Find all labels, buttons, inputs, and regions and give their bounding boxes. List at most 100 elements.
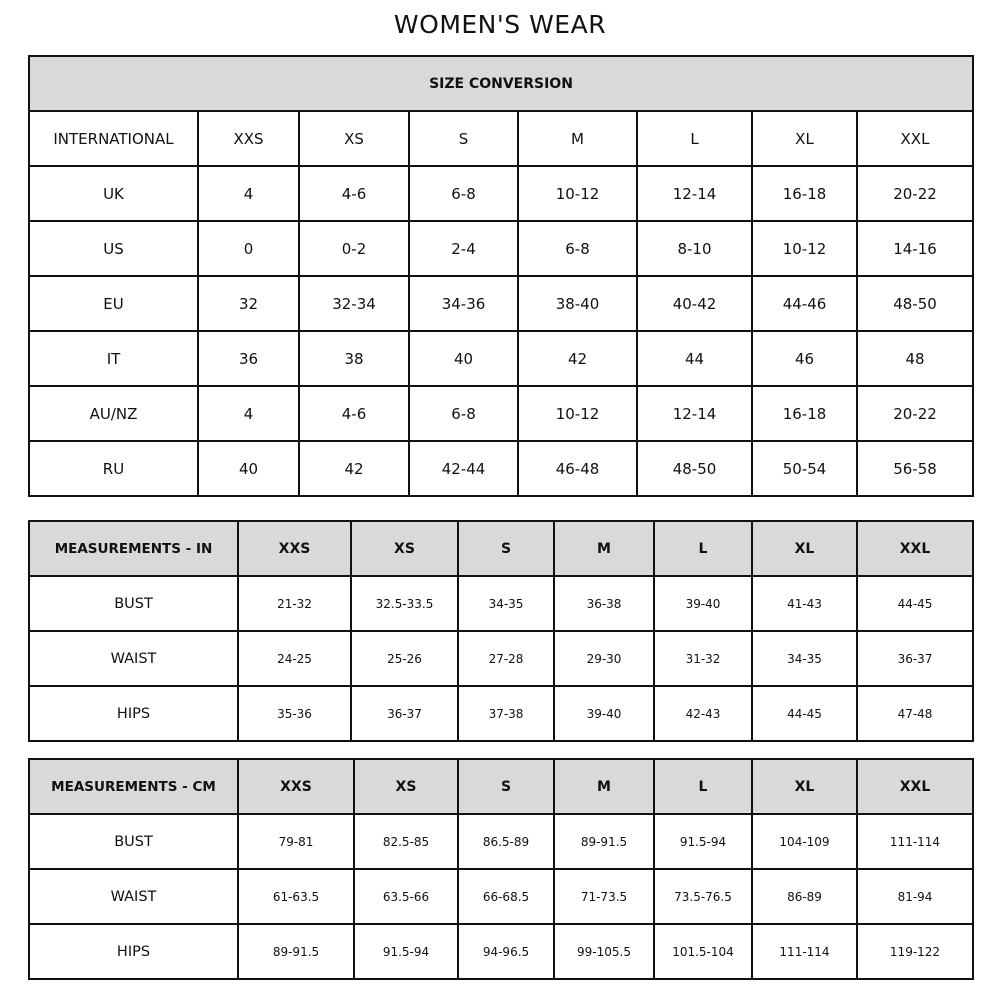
table-cell: 48-50 [636, 440, 753, 497]
table-cell: 4 [197, 385, 300, 442]
table-row: US 0 0-2 2-4 6-8 8-10 10-12 14-16 [28, 220, 974, 277]
header-cell: XS [350, 520, 459, 577]
header-cell: M [553, 520, 655, 577]
table-cell: 4-6 [298, 165, 410, 222]
table-cell: 40 [197, 440, 300, 497]
table-cell: 10-12 [751, 220, 858, 277]
row-label: WAIST [28, 868, 239, 925]
table-cell: 50-54 [751, 440, 858, 497]
table-cell: 4 [197, 165, 300, 222]
table-cell: 56-58 [856, 440, 974, 497]
table-cell: 6-8 [408, 385, 519, 442]
table-cell: 89-91.5 [237, 923, 355, 980]
table-row: IT 36 38 40 42 44 46 48 [28, 330, 974, 387]
table-cell: 46-48 [517, 440, 638, 497]
table-cell: 73.5-76.5 [653, 868, 753, 925]
table-cell: 29-30 [553, 630, 655, 687]
table-cell: 20-22 [856, 385, 974, 442]
row-label: WAIST [28, 630, 239, 687]
header-row: INTERNATIONAL XXS XS S M L XL XXL [28, 110, 974, 167]
header-cell: MEASUREMENTS - IN [28, 520, 239, 577]
table-cell: 119-122 [856, 923, 974, 980]
table-cell: 99-105.5 [553, 923, 655, 980]
row-label: HIPS [28, 923, 239, 980]
table-cell: 36-37 [856, 630, 974, 687]
header-cell: XXS [237, 758, 355, 815]
table-cell: 39-40 [553, 685, 655, 742]
table-cell: 10-12 [517, 165, 638, 222]
measurements-cm-table: MEASUREMENTS - CM XXS XS S M L XL XXL BUST 79-81 8… [28, 758, 974, 980]
table-row: WAIST 61-63.5 63.5-66 66-68.5 71-73.5 73.5-76… [28, 868, 974, 925]
table-cell: 31-32 [653, 630, 753, 687]
table-cell: 82.5-85 [353, 813, 459, 870]
table-cell: 35-36 [237, 685, 352, 742]
table-cell: 21-32 [237, 575, 352, 632]
table-cell: 20-22 [856, 165, 974, 222]
row-label: IT [28, 330, 199, 387]
table-cell: 91.5-94 [353, 923, 459, 980]
row-label: BUST [28, 813, 239, 870]
table-cell: 44-46 [751, 275, 858, 332]
header-cell: L [653, 758, 753, 815]
table-row: UK 4 4-6 6-8 10-12 12-14 16-18 20-22 [28, 165, 974, 222]
table-cell: 91.5-94 [653, 813, 753, 870]
table-cell: 25-26 [350, 630, 459, 687]
header-row: MEASUREMENTS - IN XXS XS S M L XL XXL [28, 520, 974, 577]
header-cell: MEASUREMENTS - CM [28, 758, 239, 815]
header-cell: XXL [856, 520, 974, 577]
table-cell: 42-43 [653, 685, 753, 742]
table-cell: 44-45 [856, 575, 974, 632]
header-cell: XS [298, 110, 410, 167]
table-row: BUST 79-81 82.5-85 86.5-89 89-91.5 91.5-94 104… [28, 813, 974, 870]
table-cell: 36-38 [553, 575, 655, 632]
header-cell: INTERNATIONAL [28, 110, 199, 167]
table-cell: 27-28 [457, 630, 555, 687]
table-cell: 86-89 [751, 868, 858, 925]
table-cell: 12-14 [636, 165, 753, 222]
table-cell: 32-34 [298, 275, 410, 332]
table-cell: 4-6 [298, 385, 410, 442]
table-cell: 32.5-33.5 [350, 575, 459, 632]
table-cell: 10-12 [517, 385, 638, 442]
header-cell: M [553, 758, 655, 815]
table-cell: 0 [197, 220, 300, 277]
row-label: US [28, 220, 199, 277]
table-cell: 111-114 [856, 813, 974, 870]
table-cell: 40 [408, 330, 519, 387]
table-cell: 37-38 [457, 685, 555, 742]
table-cell: 46 [751, 330, 858, 387]
row-label: RU [28, 440, 199, 497]
table-cell: 16-18 [751, 165, 858, 222]
header-cell: L [653, 520, 753, 577]
table-cell: 61-63.5 [237, 868, 355, 925]
header-cell: XXL [856, 110, 974, 167]
table-cell: 44 [636, 330, 753, 387]
header-cell: XXL [856, 758, 974, 815]
row-label: UK [28, 165, 199, 222]
header-cell: XXS [197, 110, 300, 167]
table-cell: 47-48 [856, 685, 974, 742]
table-cell: 94-96.5 [457, 923, 555, 980]
table-cell: 41-43 [751, 575, 858, 632]
table-cell: 101.5-104 [653, 923, 753, 980]
table-cell: 6-8 [408, 165, 519, 222]
header-row: MEASUREMENTS - CM XXS XS S M L XL XXL [28, 758, 974, 815]
table-row: HIPS 35-36 36-37 37-38 39-40 42-43 44-45 47-48 [28, 685, 974, 742]
table-cell: 0-2 [298, 220, 410, 277]
table-row: WAIST 24-25 25-26 27-28 29-30 31-32 34-35 36-37 [28, 630, 974, 687]
header-cell: M [517, 110, 638, 167]
header-cell: XXS [237, 520, 352, 577]
table-cell: 38-40 [517, 275, 638, 332]
table-cell: 104-109 [751, 813, 858, 870]
table-row: BUST 21-32 32.5-33.5 34-35 36-38 39-40 41-43 44… [28, 575, 974, 632]
table-cell: 8-10 [636, 220, 753, 277]
row-label: BUST [28, 575, 239, 632]
table-cell: 111-114 [751, 923, 858, 980]
table-cell: 36 [197, 330, 300, 387]
table-cell: 12-14 [636, 385, 753, 442]
table-cell: 89-91.5 [553, 813, 655, 870]
table-row: HIPS 89-91.5 91.5-94 94-96.5 99-105.5 101.5-1… [28, 923, 974, 980]
measurements-in-table: MEASUREMENTS - IN XXS XS S M L XL XXL BUST 21-32 3… [28, 520, 974, 742]
table-cell: 79-81 [237, 813, 355, 870]
size-conversion-table: SIZE CONVERSION INTERNATIONAL XXS XS S M L XL XX… [28, 55, 974, 497]
